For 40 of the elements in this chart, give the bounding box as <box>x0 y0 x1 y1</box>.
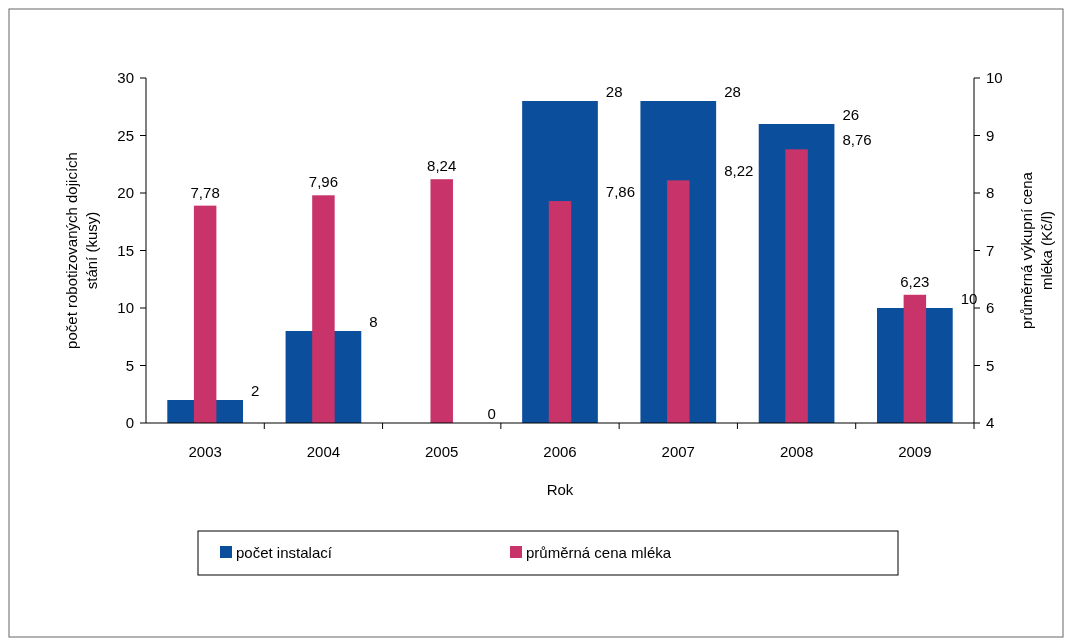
y-axis-title: počet robotizovaných dojicích stání (kusy) <box>63 152 100 349</box>
x-tick-label: 2008 <box>779 443 814 460</box>
text: 2 <box>250 382 260 399</box>
x-axis-title: Rok <box>546 481 574 498</box>
y2-tick-label: 9 <box>986 126 995 144</box>
text: 0 <box>487 405 496 422</box>
text: 8,76 <box>842 131 872 149</box>
x-tick-label: 2006 <box>543 443 577 460</box>
text: 26 <box>842 106 860 123</box>
y-tick-label: 10 <box>117 299 134 316</box>
y-tick-label: 5 <box>125 356 134 374</box>
y2-tick-label: 8 <box>986 184 995 201</box>
text: 28 <box>605 83 623 100</box>
y2-axis-title: průměrná výkupní cena mléka (Kč/l) <box>1018 171 1055 329</box>
text: 10 <box>960 290 978 307</box>
y-tick-label: 15 <box>117 241 134 259</box>
y-tick-label: 0 <box>125 414 134 431</box>
legend-label: počet instalací <box>236 544 333 561</box>
text: 7,86 <box>605 183 636 201</box>
x-tick-label: 2007 <box>661 443 695 460</box>
y2-tick-label: 7 <box>986 241 995 259</box>
x-tick-label: 2004 <box>306 443 341 460</box>
legend-label: průměrná cena mléka <box>526 544 672 561</box>
text: 8,22 <box>724 162 754 180</box>
y2-tick-label: 4 <box>986 414 995 431</box>
x-tick-label: 2003 <box>188 443 222 460</box>
y2-tick-label: 6 <box>986 299 995 316</box>
text: 8 <box>369 313 378 330</box>
text: 8,24 <box>427 157 457 175</box>
text: 28 <box>724 83 741 100</box>
y2-tick-label: 5 <box>986 356 995 374</box>
y-tick-label: 20 <box>117 184 134 201</box>
x-tick-label: 2005 <box>425 443 459 460</box>
y2-tick-label: 10 <box>986 69 1003 86</box>
text: 6,23 <box>900 272 930 290</box>
y-tick-label: 30 <box>117 69 134 86</box>
text: 7,78 <box>190 183 220 201</box>
x-tick-label: 2009 <box>898 443 932 460</box>
y-tick-label: 25 <box>117 126 134 144</box>
text: 7,96 <box>308 173 339 191</box>
